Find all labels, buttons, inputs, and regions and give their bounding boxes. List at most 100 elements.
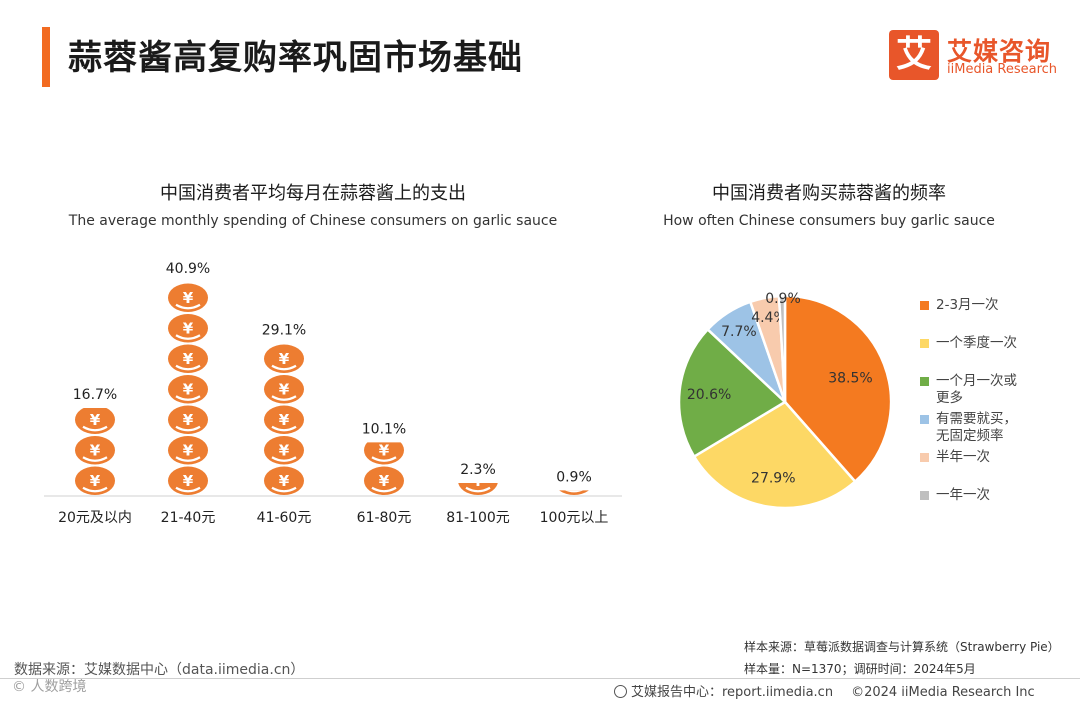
bar-1: ¥ ¥ ¥ ¥ ¥ ¥ ¥ bbox=[168, 283, 208, 495]
yuan-coin-icon: ¥ bbox=[559, 490, 589, 495]
bar-5: ¥ bbox=[559, 490, 589, 495]
globe-icon bbox=[614, 685, 627, 698]
legend-swatch bbox=[920, 377, 929, 386]
svg-text:¥: ¥ bbox=[279, 411, 290, 429]
x-tick-label: 100元以上 bbox=[540, 510, 609, 526]
pie-chart-header: 中国消费者购买蒜蓉酱的频率 How often Chinese consumer… bbox=[663, 179, 995, 229]
legend-label: 一个月一次或 bbox=[936, 373, 1017, 389]
legend-item: 一年一次 bbox=[920, 487, 990, 504]
iimedia-logo[interactable]: 艾 艾媒咨询 iiMedia Research bbox=[889, 30, 1064, 82]
svg-text:¥: ¥ bbox=[183, 319, 194, 337]
pie-value-label: 20.6% bbox=[687, 387, 731, 403]
svg-text:¥: ¥ bbox=[473, 472, 484, 490]
pie-value-label: 7.7% bbox=[721, 324, 757, 340]
svg-text:¥: ¥ bbox=[279, 472, 290, 490]
svg-text:¥: ¥ bbox=[279, 380, 290, 398]
svg-text:¥: ¥ bbox=[183, 350, 194, 368]
x-tick-label: 61-80元 bbox=[357, 510, 412, 526]
legend-item: 一个季度一次 bbox=[920, 335, 1017, 352]
yuan-coin-icon: ¥ bbox=[168, 344, 208, 373]
report-center-link[interactable]: 艾媒报告中心：report.iimedia.cn bbox=[631, 685, 834, 700]
bar-chart-title: 中国消费者平均每月在蒜蓉酱上的支出 bbox=[159, 183, 466, 204]
svg-text:¥: ¥ bbox=[279, 441, 290, 459]
yuan-coin-icon: ¥ bbox=[264, 466, 304, 495]
yuan-coin-icon: ¥ bbox=[75, 436, 115, 465]
bar-0: ¥ ¥ ¥ bbox=[75, 408, 115, 495]
legend-swatch bbox=[920, 453, 929, 462]
data-source: 数据来源：艾媒数据中心（data.iimedia.cn） bbox=[14, 662, 305, 678]
yuan-coin-icon: ¥ bbox=[264, 405, 304, 434]
yuan-coin-icon: ¥ bbox=[168, 283, 208, 312]
pie-chart-title: 中国消费者购买蒜蓉酱的频率 bbox=[712, 183, 946, 204]
svg-text:¥: ¥ bbox=[183, 441, 194, 459]
legend-item: 有需要就买， 无固定频率 bbox=[920, 411, 1017, 445]
legend-item: 一个月一次或 更多 bbox=[920, 373, 1017, 407]
bar-value-label: 16.7% bbox=[73, 387, 117, 403]
pie-slice-1 bbox=[692, 400, 857, 510]
bar-value-label: 0.9% bbox=[556, 469, 592, 485]
bar-2: ¥ ¥ ¥ ¥ ¥ bbox=[264, 344, 304, 495]
legend-swatch bbox=[920, 301, 929, 310]
svg-text:¥: ¥ bbox=[90, 441, 101, 459]
bar-chart-header: 中国消费者平均每月在蒜蓉酱上的支出 The average monthly sp… bbox=[69, 179, 557, 229]
legend-label: 更多 bbox=[936, 390, 963, 406]
legend-swatch bbox=[920, 491, 929, 500]
bar-value-label: 40.9% bbox=[166, 261, 210, 277]
logo-mark-icon: 艾 bbox=[889, 30, 939, 80]
x-tick-label: 81-100元 bbox=[446, 510, 510, 526]
logo-text-en: iiMedia Research bbox=[947, 62, 1058, 77]
pie-value-label: 4.4% bbox=[751, 310, 787, 326]
bar-4: ¥ bbox=[458, 472, 498, 495]
watermark: © 人数跨境 bbox=[12, 679, 87, 695]
legend-label: 一个季度一次 bbox=[936, 335, 1017, 351]
svg-text:¥: ¥ bbox=[183, 289, 194, 307]
svg-text:¥: ¥ bbox=[183, 411, 194, 429]
logo-text-cn: 艾媒咨询 bbox=[947, 37, 1052, 66]
page-title: 蒜蓉酱高复购率巩固市场基础 bbox=[68, 38, 523, 78]
bar-value-label: 29.1% bbox=[262, 322, 306, 338]
pie-value-label: 38.5% bbox=[828, 370, 872, 386]
yuan-coin-icon: ¥ bbox=[75, 466, 115, 495]
x-tick-label: 20元及以内 bbox=[58, 510, 132, 526]
pie-value-label: 27.9% bbox=[751, 470, 795, 486]
yuan-coin-icon: ¥ bbox=[168, 375, 208, 404]
title-accent-bar bbox=[42, 27, 50, 87]
footer: 艾媒报告中心：report.iimedia.cn ©2024 iiMedia Re… bbox=[614, 681, 1035, 700]
pie-value-label: 0.9% bbox=[765, 291, 801, 307]
yuan-coin-icon: ¥ bbox=[264, 344, 304, 373]
legend-label: 一年一次 bbox=[936, 487, 990, 503]
svg-text:¥: ¥ bbox=[183, 472, 194, 490]
legend-swatch bbox=[920, 415, 929, 424]
legend-item: 半年一次 bbox=[920, 449, 990, 466]
copyright: ©2024 iiMedia Research Inc bbox=[851, 685, 1035, 700]
svg-text:¥: ¥ bbox=[379, 472, 390, 490]
bar-value-label: 10.1% bbox=[362, 421, 406, 437]
svg-text:¥: ¥ bbox=[90, 472, 101, 490]
pie-slice-2 bbox=[677, 327, 788, 459]
yuan-coin-icon: ¥ bbox=[168, 314, 208, 343]
x-tick-label: 41-60元 bbox=[257, 510, 312, 526]
yuan-coin-icon: ¥ bbox=[364, 442, 404, 465]
yuan-coin-icon: ¥ bbox=[168, 436, 208, 465]
legend-label: 半年一次 bbox=[936, 449, 990, 465]
yuan-coin-icon: ¥ bbox=[168, 466, 208, 495]
yuan-coin-icon: ¥ bbox=[264, 436, 304, 465]
yuan-coin-icon: ¥ bbox=[364, 466, 404, 495]
yuan-coin-icon: ¥ bbox=[264, 375, 304, 404]
bar-value-label: 2.3% bbox=[460, 462, 496, 478]
legend-label: 无固定频率 bbox=[936, 428, 1004, 444]
yuan-coin-icon: ¥ bbox=[458, 472, 498, 495]
footer-divider bbox=[0, 678, 1080, 679]
legend-item: 2-3月一次 bbox=[920, 297, 999, 314]
yuan-coin-icon: ¥ bbox=[168, 405, 208, 434]
pie-slice-5 bbox=[777, 294, 787, 403]
sample-size: 样本量：N=1370；调研时间：2024年5月 bbox=[744, 662, 976, 676]
svg-text:¥: ¥ bbox=[183, 380, 194, 398]
legend-label: 有需要就买， bbox=[936, 411, 1017, 427]
pie-chart-subtitle: How often Chinese consumers buy garlic s… bbox=[663, 213, 995, 229]
svg-text:¥: ¥ bbox=[279, 350, 290, 368]
x-tick-label: 21-40元 bbox=[161, 510, 216, 526]
sample-source: 样本来源：草莓派数据调查与计算系统（Strawberry Pie） bbox=[744, 640, 1060, 654]
